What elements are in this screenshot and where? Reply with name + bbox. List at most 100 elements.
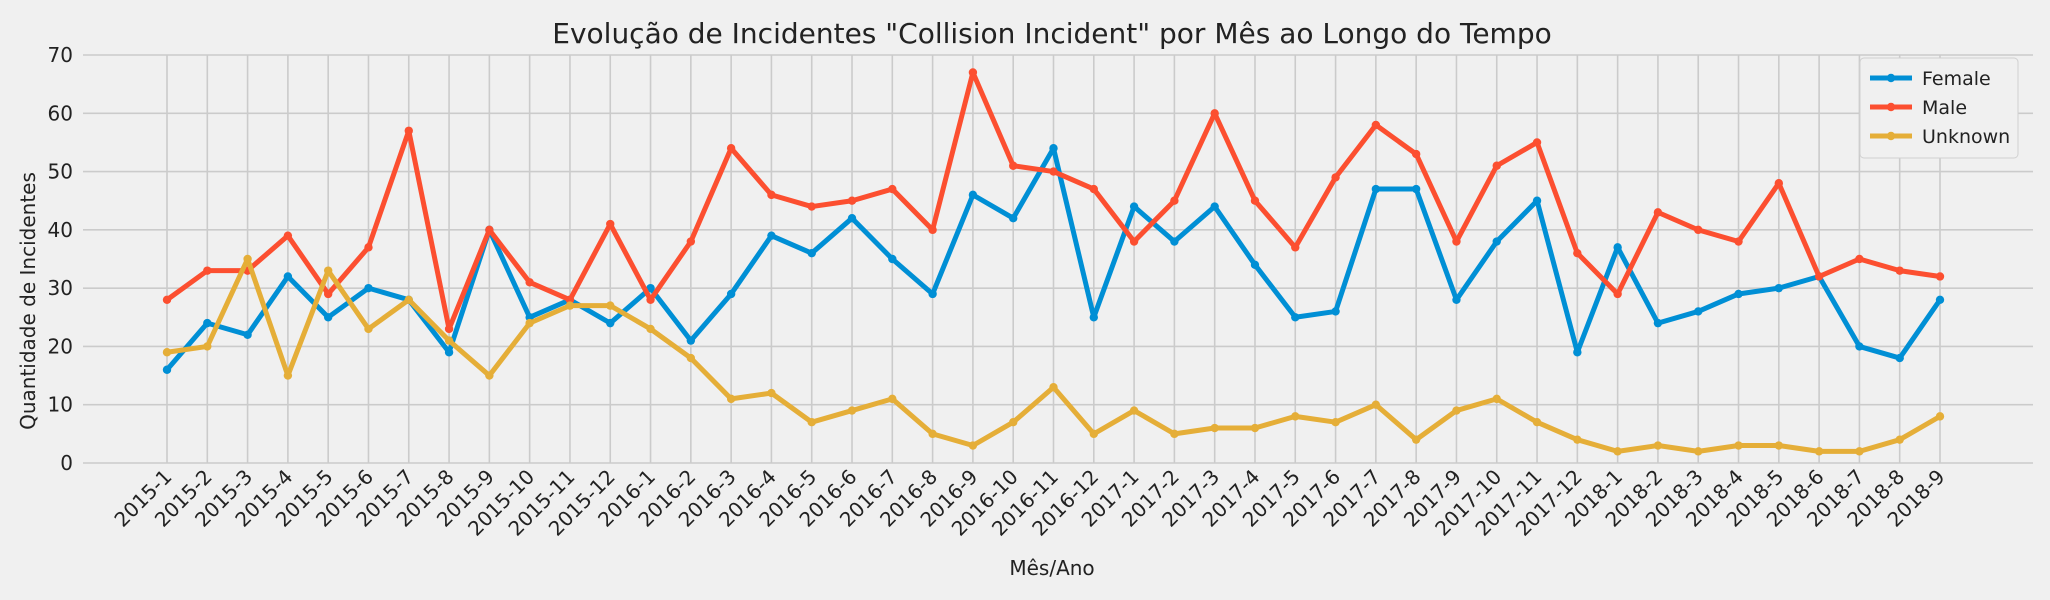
data-point <box>1411 435 1421 444</box>
data-point <box>162 348 172 357</box>
data-point <box>847 214 857 223</box>
data-point <box>1049 383 1058 392</box>
data-point <box>323 266 333 275</box>
data-point <box>968 68 978 77</box>
data-point <box>1895 266 1904 275</box>
data-point <box>1774 441 1784 450</box>
data-point <box>646 283 655 293</box>
data-point <box>525 313 534 322</box>
data-point <box>1129 237 1139 246</box>
data-point <box>364 283 373 293</box>
data-point <box>1573 248 1582 258</box>
data-point <box>1170 237 1179 246</box>
data-point <box>203 318 212 328</box>
data-point <box>565 295 575 304</box>
data-point <box>606 301 615 310</box>
data-point <box>1371 120 1381 130</box>
data-point <box>1089 429 1098 439</box>
data-point <box>1250 423 1260 433</box>
data-point <box>1452 295 1461 304</box>
data-point <box>1170 429 1179 439</box>
series-male <box>162 68 1945 334</box>
data-point <box>485 371 494 380</box>
data-point <box>283 371 293 380</box>
data-point <box>1411 149 1421 159</box>
data-point <box>1532 138 1542 147</box>
data-point <box>1331 418 1340 427</box>
data-point <box>283 272 293 281</box>
data-point <box>1935 412 1945 421</box>
y-tick-label: 20 <box>48 334 73 358</box>
data-point <box>646 295 655 304</box>
data-point <box>1694 225 1703 235</box>
data-point <box>1452 237 1461 246</box>
data-point <box>1734 289 1743 299</box>
data-point <box>807 418 816 427</box>
data-point <box>1653 441 1663 450</box>
data-point <box>726 289 736 299</box>
data-point <box>888 254 897 264</box>
data-point <box>1613 243 1622 252</box>
data-point <box>1210 423 1219 433</box>
data-point <box>1331 307 1340 316</box>
data-point <box>1653 318 1663 328</box>
data-point <box>323 289 333 299</box>
data-point <box>928 225 937 235</box>
data-point <box>1532 418 1542 427</box>
data-point <box>203 342 212 351</box>
data-point <box>968 441 978 450</box>
data-point <box>364 324 373 334</box>
data-point <box>767 190 776 200</box>
data-point <box>1089 313 1098 322</box>
data-point <box>404 295 413 304</box>
data-point <box>1492 237 1501 246</box>
legend-item-male: Male <box>1870 97 1967 119</box>
data-point <box>1049 167 1058 176</box>
data-point <box>485 225 494 235</box>
y-tick-label: 0 <box>60 451 73 475</box>
data-point <box>1009 214 1018 223</box>
data-point <box>565 301 575 310</box>
legend-marker <box>1886 73 1896 83</box>
data-point <box>1452 406 1461 415</box>
data-point <box>1573 348 1582 357</box>
data-point <box>686 336 696 345</box>
data-point <box>807 202 816 211</box>
data-point <box>1613 289 1622 299</box>
data-point <box>162 295 172 304</box>
y-tick-label: 40 <box>48 218 73 242</box>
data-point <box>1734 237 1743 246</box>
data-point <box>1573 435 1582 444</box>
data-point <box>1492 161 1501 170</box>
data-point <box>1170 196 1179 205</box>
data-point <box>1411 184 1421 194</box>
data-point <box>606 318 615 328</box>
data-point <box>323 313 333 322</box>
data-point <box>1371 400 1381 409</box>
data-point <box>1694 307 1703 316</box>
data-point <box>364 243 373 252</box>
grid-lines <box>83 54 2033 464</box>
y-axis-label: Quantidade de Incidentes <box>16 172 40 430</box>
data-point <box>1774 179 1784 188</box>
legend-marker <box>1886 131 1896 141</box>
data-point <box>686 237 696 246</box>
data-point <box>726 144 736 153</box>
data-point <box>1291 243 1300 252</box>
data-point <box>928 429 937 439</box>
data-point <box>243 330 252 339</box>
data-point <box>404 126 413 135</box>
data-point <box>1371 184 1381 194</box>
data-point <box>968 190 978 200</box>
data-point <box>1049 144 1058 153</box>
data-point <box>807 248 816 258</box>
data-point <box>444 348 454 357</box>
data-point <box>1210 109 1219 118</box>
data-point <box>444 336 454 345</box>
chart-title: Evolução de Incidentes "Collision Incide… <box>552 17 1551 50</box>
legend-marker <box>1886 102 1896 112</box>
data-point <box>525 318 534 328</box>
data-point <box>686 353 696 363</box>
y-tick-label: 50 <box>48 160 73 184</box>
